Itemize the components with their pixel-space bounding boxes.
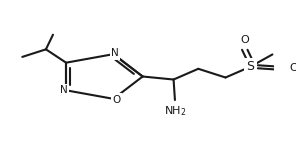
Text: O: O xyxy=(112,95,121,105)
Text: NH$_2$: NH$_2$ xyxy=(164,104,186,118)
Text: S: S xyxy=(246,60,254,73)
Text: O: O xyxy=(240,35,249,45)
Text: N: N xyxy=(60,85,68,95)
Text: O: O xyxy=(289,63,296,73)
Text: N: N xyxy=(111,48,119,58)
